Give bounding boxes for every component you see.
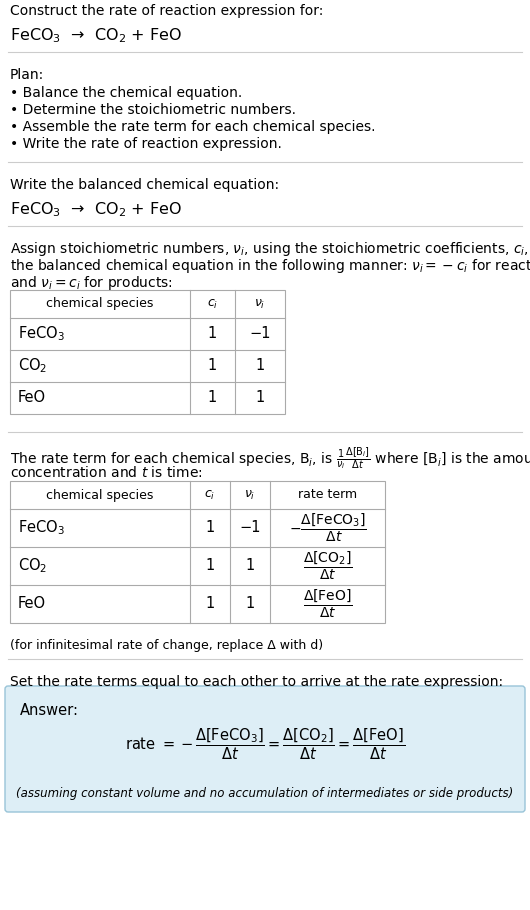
Text: FeCO$_3$  →  CO$_2$ + FeO: FeCO$_3$ → CO$_2$ + FeO xyxy=(10,26,182,45)
Text: 1: 1 xyxy=(208,390,217,406)
Text: $\dfrac{\Delta[\mathrm{FeO}]}{\Delta t}$: $\dfrac{\Delta[\mathrm{FeO}]}{\Delta t}$ xyxy=(303,588,352,621)
Text: 1: 1 xyxy=(245,596,254,612)
Text: $\nu_i$: $\nu_i$ xyxy=(244,489,255,501)
Text: 1: 1 xyxy=(245,559,254,573)
Text: Plan:: Plan: xyxy=(10,68,44,82)
Text: FeO: FeO xyxy=(18,390,46,406)
Text: (assuming constant volume and no accumulation of intermediates or side products): (assuming constant volume and no accumul… xyxy=(16,787,514,801)
Text: 1: 1 xyxy=(208,359,217,373)
Text: the balanced chemical equation in the following manner: $\nu_i = -c_i$ for react: the balanced chemical equation in the fo… xyxy=(10,257,530,275)
Text: FeCO$_3$: FeCO$_3$ xyxy=(18,325,65,343)
Text: 1: 1 xyxy=(206,559,215,573)
Text: 1: 1 xyxy=(206,521,215,535)
Text: 1: 1 xyxy=(255,359,264,373)
Text: −1: −1 xyxy=(239,521,261,535)
Text: CO$_2$: CO$_2$ xyxy=(18,557,47,575)
Text: $\nu_i$: $\nu_i$ xyxy=(254,298,266,310)
Text: • Write the rate of reaction expression.: • Write the rate of reaction expression. xyxy=(10,137,282,151)
FancyBboxPatch shape xyxy=(5,686,525,812)
Text: −1: −1 xyxy=(249,327,271,341)
Text: 1: 1 xyxy=(255,390,264,406)
Text: and $\nu_i = c_i$ for products:: and $\nu_i = c_i$ for products: xyxy=(10,274,173,292)
Bar xyxy=(10,290,285,414)
Text: FeO: FeO xyxy=(18,596,46,612)
Text: (for infinitesimal rate of change, replace Δ with d): (for infinitesimal rate of change, repla… xyxy=(10,639,323,652)
Text: chemical species: chemical species xyxy=(46,298,154,310)
Text: $\dfrac{\Delta[\mathrm{CO_2}]}{\Delta t}$: $\dfrac{\Delta[\mathrm{CO_2}]}{\Delta t}… xyxy=(303,550,352,582)
Text: Set the rate terms equal to each other to arrive at the rate expression:: Set the rate terms equal to each other t… xyxy=(10,675,503,689)
Text: • Determine the stoichiometric numbers.: • Determine the stoichiometric numbers. xyxy=(10,103,296,117)
Text: $c_i$: $c_i$ xyxy=(205,489,216,501)
Text: CO$_2$: CO$_2$ xyxy=(18,357,47,375)
Text: chemical species: chemical species xyxy=(46,489,154,501)
Text: • Assemble the rate term for each chemical species.: • Assemble the rate term for each chemic… xyxy=(10,120,375,134)
Text: • Balance the chemical equation.: • Balance the chemical equation. xyxy=(10,86,242,100)
Text: Assign stoichiometric numbers, $\nu_i$, using the stoichiometric coefficients, $: Assign stoichiometric numbers, $\nu_i$, … xyxy=(10,240,530,258)
Text: FeCO$_3$: FeCO$_3$ xyxy=(18,519,65,537)
Text: Answer:: Answer: xyxy=(20,703,79,718)
Text: Write the balanced chemical equation:: Write the balanced chemical equation: xyxy=(10,178,279,192)
Text: The rate term for each chemical species, B$_i$, is $\frac{1}{\nu_i}\frac{\Delta[: The rate term for each chemical species,… xyxy=(10,446,530,472)
Text: 1: 1 xyxy=(208,327,217,341)
Text: 1: 1 xyxy=(206,596,215,612)
Bar xyxy=(10,481,385,623)
Text: $-\dfrac{\Delta[\mathrm{FeCO_3}]}{\Delta t}$: $-\dfrac{\Delta[\mathrm{FeCO_3}]}{\Delta… xyxy=(289,511,366,544)
Text: FeCO$_3$  →  CO$_2$ + FeO: FeCO$_3$ → CO$_2$ + FeO xyxy=(10,200,182,218)
Text: concentration and $t$ is time:: concentration and $t$ is time: xyxy=(10,465,202,480)
Text: rate $= -\dfrac{\Delta[\mathrm{FeCO_3}]}{\Delta t} = \dfrac{\Delta[\mathrm{CO_2}: rate $= -\dfrac{\Delta[\mathrm{FeCO_3}]}… xyxy=(125,726,405,762)
Text: rate term: rate term xyxy=(298,489,357,501)
Text: $c_i$: $c_i$ xyxy=(207,298,218,310)
Text: Construct the rate of reaction expression for:: Construct the rate of reaction expressio… xyxy=(10,4,323,18)
